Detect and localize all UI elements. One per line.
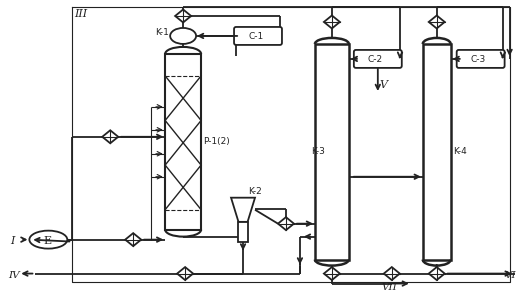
Text: C-2: C-2 <box>368 55 383 64</box>
Text: K-3: K-3 <box>311 147 325 156</box>
Polygon shape <box>177 267 193 280</box>
Polygon shape <box>429 267 445 280</box>
Text: V: V <box>380 80 388 90</box>
Text: K-4: K-4 <box>453 147 467 156</box>
Polygon shape <box>239 222 247 241</box>
Polygon shape <box>125 233 141 246</box>
FancyBboxPatch shape <box>457 50 505 68</box>
Text: C-3: C-3 <box>471 55 486 64</box>
Text: K-1: K-1 <box>155 28 169 37</box>
Ellipse shape <box>29 231 67 248</box>
Text: VII: VII <box>382 283 398 291</box>
FancyBboxPatch shape <box>234 27 282 45</box>
Text: III: III <box>74 9 87 19</box>
Text: P-1(2): P-1(2) <box>203 137 230 146</box>
Polygon shape <box>324 15 340 28</box>
Polygon shape <box>231 198 255 222</box>
Polygon shape <box>278 217 294 230</box>
Bar <box>165 54 201 230</box>
Polygon shape <box>429 15 445 28</box>
Text: VI: VI <box>505 271 516 279</box>
Bar <box>423 44 450 260</box>
Polygon shape <box>102 130 118 143</box>
Text: K-2: K-2 <box>248 187 262 196</box>
Text: I: I <box>10 236 15 246</box>
Polygon shape <box>175 9 191 22</box>
Bar <box>315 44 349 260</box>
Polygon shape <box>324 267 340 280</box>
Text: IV: IV <box>8 271 20 279</box>
Ellipse shape <box>170 28 196 44</box>
FancyBboxPatch shape <box>354 50 402 68</box>
Text: E: E <box>43 236 52 246</box>
Text: C-1: C-1 <box>248 32 263 41</box>
Polygon shape <box>384 267 400 280</box>
